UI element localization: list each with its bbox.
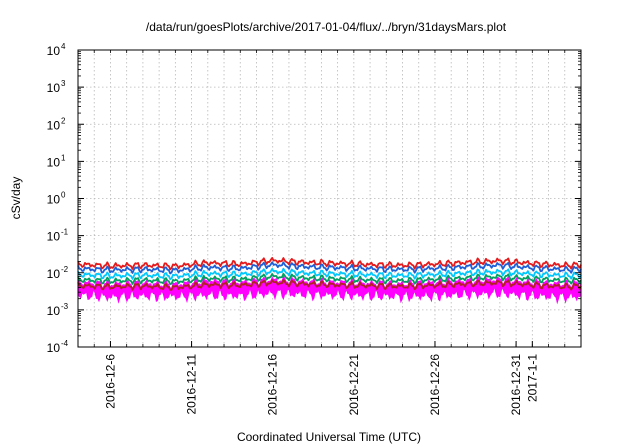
series-line (77, 261, 582, 275)
y-tick-exponent: -2 (61, 265, 69, 274)
series-line (77, 272, 582, 286)
chart-title: /data/run/goesPlots/archive/2017-01-04/f… (146, 20, 507, 34)
x-tick-label: 2016-12-11 (185, 354, 199, 415)
y-tick-exponent: -4 (61, 339, 69, 348)
y-tick-label: 10 (47, 267, 61, 281)
series-line (77, 256, 582, 271)
x-tick-label: 2016-12-26 (428, 354, 442, 416)
y-tick-exponent: 3 (61, 79, 66, 88)
series-line (77, 278, 582, 291)
x-tick-label: 2016-12-31 (509, 354, 523, 416)
y-tick-exponent: 0 (61, 191, 66, 200)
x-tick-label: 2016-12-16 (266, 354, 280, 416)
x-tick-label: 2016-12-21 (347, 354, 361, 416)
y-tick-exponent: -1 (61, 228, 69, 237)
x-tick-label: 2016-12-6 (103, 354, 117, 409)
y-tick-label: 10 (47, 230, 61, 244)
x-tick-label: 2017-1-1 (525, 354, 539, 402)
grid (78, 50, 581, 347)
y-axis-label: cSv/day (9, 177, 23, 220)
y-tick-exponent: 1 (61, 153, 66, 162)
series-layer (77, 256, 582, 305)
y-tick-label: 10 (47, 155, 61, 169)
y-tick-exponent: 4 (61, 42, 66, 51)
y-tick-label: 10 (47, 193, 61, 207)
y-tick-label: 10 (47, 118, 61, 132)
y-tick-exponent: -3 (61, 302, 69, 311)
y-tick-label: 10 (47, 44, 61, 58)
y-tick-label: 10 (47, 341, 61, 355)
y-tick-label: 10 (47, 81, 61, 95)
y-tick-exponent: 2 (61, 116, 66, 125)
y-tick-label: 10 (47, 304, 61, 318)
plot-frame (77, 49, 582, 348)
x-axis: 2016-12-6 2016-12-11 2016-12-16 2016-12-21 2… (77, 50, 582, 416)
x-axis-label: Coordinated Universal Time (UTC) (237, 430, 421, 444)
series-line (77, 267, 582, 281)
